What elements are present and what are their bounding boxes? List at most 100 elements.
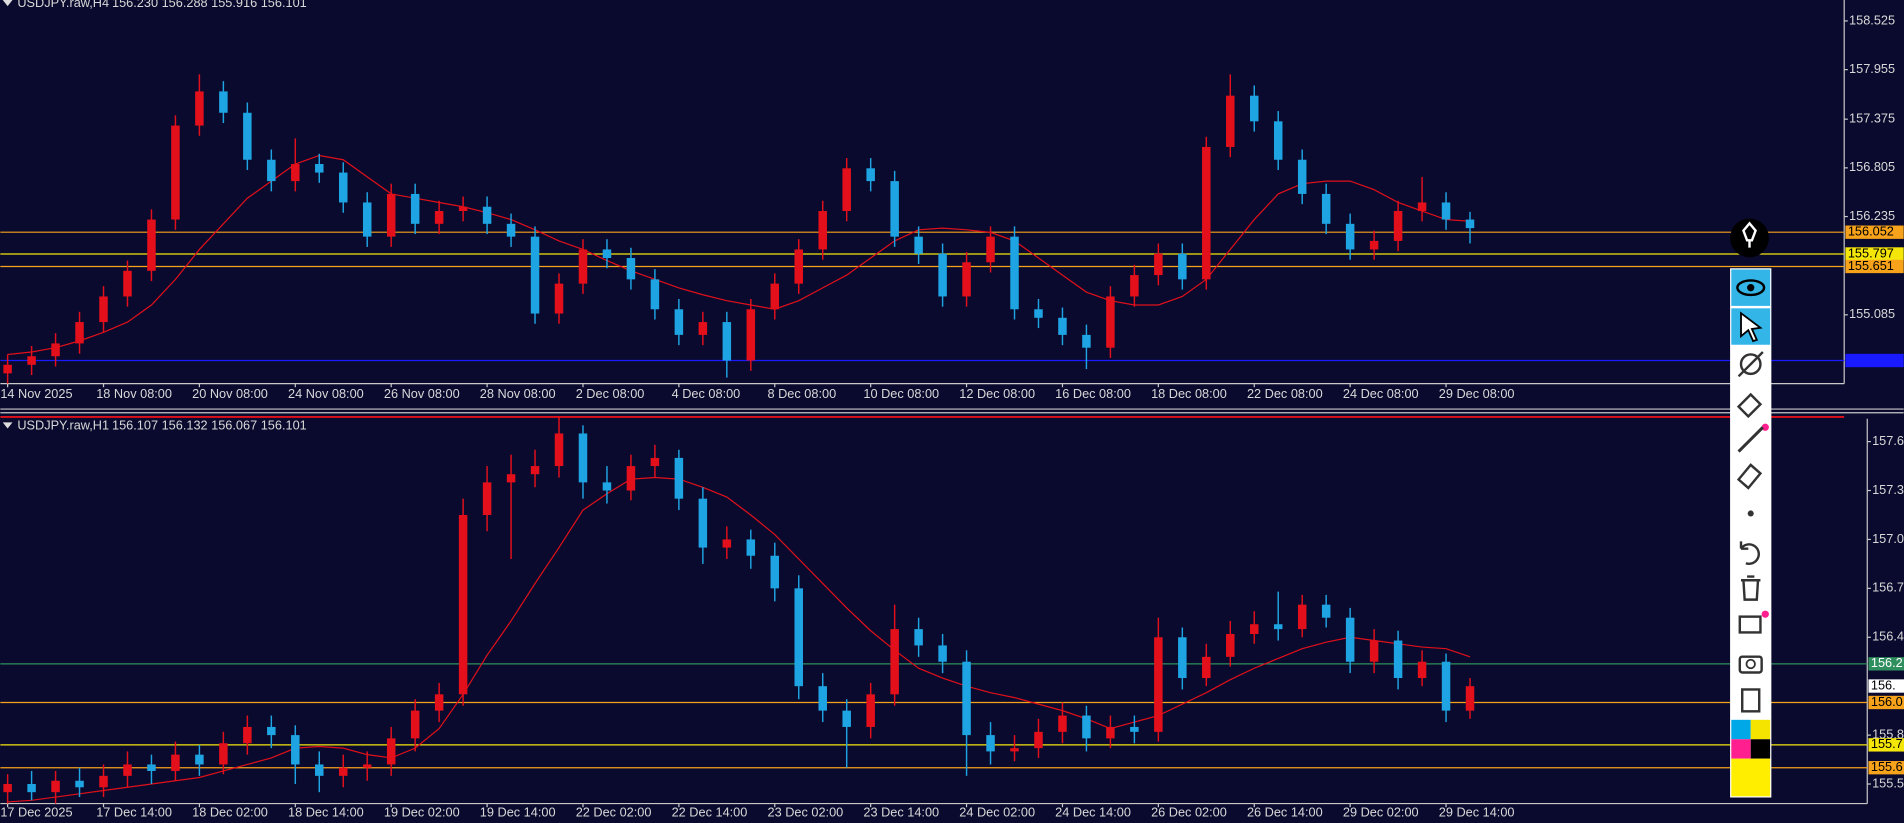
camera-tool[interactable]	[1738, 655, 1763, 674]
candle-body	[315, 164, 324, 173]
y-tick-label: 157.3	[1872, 482, 1904, 497]
color-yellow[interactable]	[1750, 719, 1771, 740]
line-tool[interactable]	[1737, 426, 1764, 453]
eye-pupil	[1747, 284, 1755, 292]
x-tick-label: 23 Dec 02:00	[767, 805, 843, 820]
pen-button[interactable]	[1730, 218, 1769, 258]
candle-body	[338, 172, 348, 203]
y-tick-label: 155.085	[1849, 306, 1895, 321]
candle-body	[362, 202, 372, 237]
x-tick-label: 26 Dec 02:00	[1151, 805, 1227, 820]
x-tick-label: 28 Nov 08:00	[480, 386, 556, 401]
candle-body	[434, 211, 444, 224]
candle-body	[1393, 640, 1403, 679]
candle-body	[291, 735, 300, 765]
x-tick-label: 22 Dec 02:00	[576, 805, 652, 820]
candle-body	[386, 193, 396, 237]
candle-body	[674, 457, 684, 499]
y-tick-label: 155.5	[1872, 775, 1904, 790]
candle-body	[1417, 202, 1427, 212]
candle-body	[434, 694, 444, 711]
candle-body	[866, 168, 875, 182]
candle-body	[602, 482, 612, 491]
candle-body	[243, 726, 252, 744]
level-tag	[1845, 259, 1904, 274]
x-tick-label: 18 Dec 02:00	[192, 805, 268, 820]
level-tag	[1868, 738, 1904, 752]
candle-body	[1250, 624, 1259, 635]
x-tick-label: 26 Dec 14:00	[1247, 805, 1323, 820]
candle-body	[123, 270, 132, 297]
candle-body	[914, 629, 923, 646]
candle-body	[386, 738, 396, 765]
x-tick-label: 17 Dec 2025	[0, 805, 72, 820]
level-tag	[1868, 761, 1904, 775]
candle-body	[1465, 219, 1475, 229]
candle-body	[818, 686, 827, 711]
candle-body	[51, 780, 60, 793]
candle-body	[530, 466, 540, 475]
candle-body	[962, 661, 971, 736]
candle-body	[267, 726, 276, 736]
clipboard-tool[interactable]	[1741, 688, 1761, 713]
candle-body	[818, 211, 827, 250]
candle-body	[698, 498, 708, 548]
level-tag	[1868, 695, 1904, 710]
candle-body	[147, 764, 156, 771]
candle-body	[1321, 193, 1331, 224]
candle-body	[410, 710, 420, 739]
x-tick-label: 2 Dec 08:00	[576, 386, 645, 401]
y-tick-label: 157.6	[1872, 433, 1904, 448]
candle-body	[890, 629, 899, 695]
candle-body	[1250, 95, 1259, 122]
color-magenta[interactable]	[1731, 739, 1751, 759]
screen-tool[interactable]	[1738, 615, 1762, 634]
candle-body	[1082, 715, 1091, 739]
y-tick-label: 156.235	[1849, 208, 1895, 223]
x-tick-label: 24 Dec 08:00	[1343, 386, 1419, 401]
candle-body	[1202, 146, 1211, 280]
candle-body	[362, 764, 372, 768]
color-cyan[interactable]	[1731, 719, 1751, 740]
candle-body	[1273, 624, 1283, 630]
color-black[interactable]	[1750, 739, 1771, 759]
candle-body	[3, 784, 12, 793]
candle-body	[746, 539, 756, 556]
color-current[interactable]	[1731, 758, 1771, 797]
undo-tool[interactable]	[1739, 541, 1760, 565]
level-label: 155.651	[1848, 258, 1894, 273]
pen-icon	[1742, 221, 1757, 248]
candle-body	[27, 784, 36, 793]
candle-body	[506, 223, 516, 237]
candle-body	[219, 743, 228, 765]
dot-tool[interactable]	[1747, 510, 1754, 517]
y-tick-label: 157.955	[1849, 61, 1895, 76]
candle-body	[99, 775, 108, 788]
candle-body	[1154, 253, 1163, 276]
candle-body	[291, 164, 300, 182]
x-tick-label: 29 Dec 08:00	[1439, 386, 1515, 401]
candle-body	[1369, 640, 1379, 662]
candle-body	[1130, 726, 1139, 732]
magnet-tool[interactable]	[1739, 353, 1762, 376]
candle-body	[195, 754, 204, 765]
eraser-tool[interactable]	[1736, 392, 1763, 419]
last-price-tag	[1868, 679, 1904, 693]
ruler-tool[interactable]	[1736, 463, 1763, 490]
delete-tool[interactable]	[1741, 575, 1761, 601]
chart-title: USDJPY.raw,H1	[17, 417, 109, 432]
candle-body	[171, 754, 180, 771]
last-price-label: 156.	[1871, 677, 1896, 692]
chart-ohlc: 156.230 156.288 155.916 156.101	[112, 0, 307, 10]
candle-body	[219, 91, 228, 113]
candle-body	[578, 433, 588, 483]
candle-body	[770, 283, 780, 310]
candle-body	[1321, 604, 1331, 618]
eye-icon	[1736, 279, 1766, 297]
x-tick-label: 10 Dec 08:00	[863, 386, 939, 401]
candle-body	[1297, 604, 1307, 630]
candle-body	[147, 219, 156, 271]
candle-body	[986, 236, 995, 263]
candle-body	[3, 364, 12, 374]
